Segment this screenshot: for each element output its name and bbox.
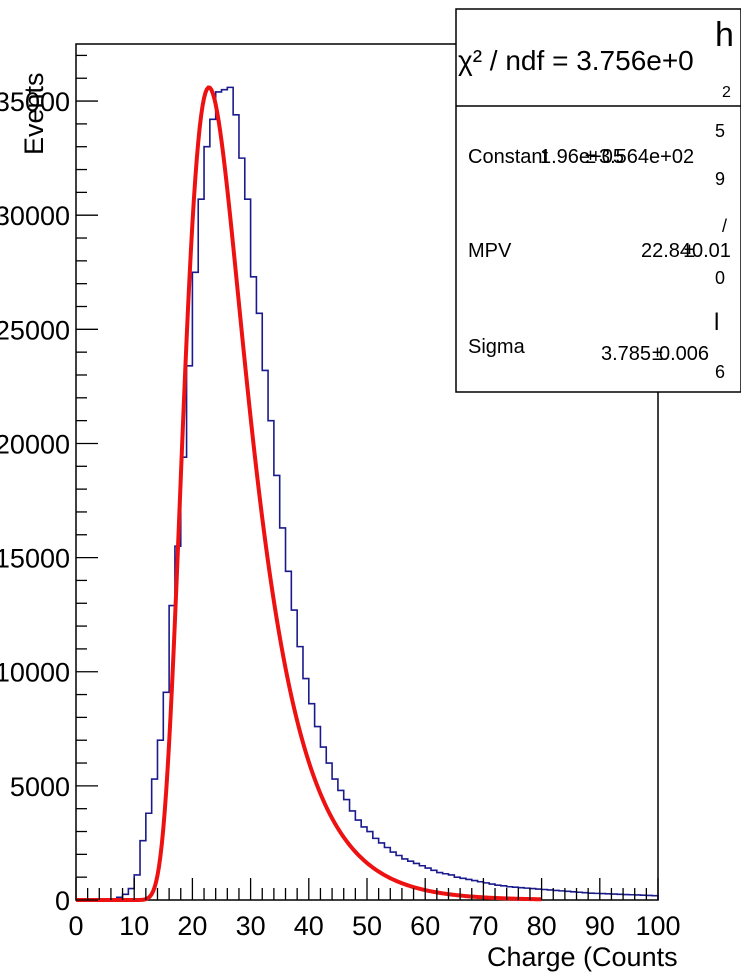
stats-row-value: 3.785 — [601, 343, 651, 365]
x-tick-label: 70 — [468, 911, 498, 941]
x-tick-label: 90 — [585, 911, 615, 941]
stats-row-error: 3.564e+02 — [599, 146, 694, 168]
stats-bleed-glyph: / — [722, 216, 727, 236]
stats-row-name: MPV — [468, 240, 512, 262]
x-tick-label: 40 — [294, 911, 324, 941]
y-tick-label: 35000 — [0, 87, 70, 117]
y-tick-label: 5000 — [10, 772, 70, 802]
x-tick-label: 30 — [236, 911, 266, 941]
stats-row-error: 0.01 — [692, 240, 731, 262]
y-tick-label: 25000 — [0, 315, 70, 345]
stats-bleed-glyph: 2 — [722, 84, 731, 101]
stats-bleed-glyph: 9 — [715, 169, 725, 189]
x-tick-label: 80 — [527, 911, 557, 941]
axis-ticks — [75, 54, 659, 901]
stats-row-name: Sigma — [468, 336, 526, 358]
x-tick-label: 20 — [177, 911, 207, 941]
y-tick-label: 20000 — [0, 429, 70, 459]
x-axis-tick-labels: 0 10 20 30 40 50 60 70 80 90 100 — [68, 911, 680, 941]
y-axis-tick-labels: 0 5000 10000 15000 20000 25000 30000 35000 — [0, 87, 70, 916]
y-tick-label: 15000 — [0, 544, 70, 574]
x-tick-label: 100 — [635, 911, 680, 941]
stats-row-error: 0.006 — [659, 343, 709, 365]
stats-bleed-glyph: h — [715, 16, 734, 54]
stats-bleed-glyph: 5 — [715, 121, 725, 141]
stats-row-value: 22.84 — [641, 240, 691, 262]
fit-curve — [76, 85, 542, 902]
stats-row-name: Constant — [468, 146, 548, 168]
stats-row-plusminus: ± — [585, 146, 596, 168]
y-tick-label: 30000 — [0, 201, 70, 231]
stats-row-plusminus: ± — [684, 240, 695, 262]
stats-row-value: 1.96e+05 — [540, 146, 624, 168]
x-axis-title: Charge (Counts — [487, 942, 678, 972]
x-tick-label: 60 — [410, 911, 440, 941]
stats-bleed-glyph: 6 — [715, 362, 725, 382]
stats-bleed-glyph: 0 — [715, 268, 725, 288]
chi2-ndf-label: χ² / ndf = 3.756e+0 — [458, 45, 694, 76]
stats-row-plusminus: ± — [652, 343, 663, 365]
y-axis-title: Events — [19, 72, 49, 155]
y-tick-label: 10000 — [0, 658, 70, 688]
fit-curve-series — [76, 85, 542, 902]
y-tick-label: 0 — [55, 886, 70, 916]
x-tick-label: 0 — [68, 911, 83, 941]
x-tick-label: 50 — [352, 911, 382, 941]
x-tick-label: 10 — [119, 911, 149, 941]
stats-box: χ² / ndf = 3.756e+0 Constant 1.96e+05 ± … — [455, 8, 741, 393]
stats-box-frame — [455, 8, 741, 393]
stats-bleed-glyph: l — [714, 309, 719, 336]
